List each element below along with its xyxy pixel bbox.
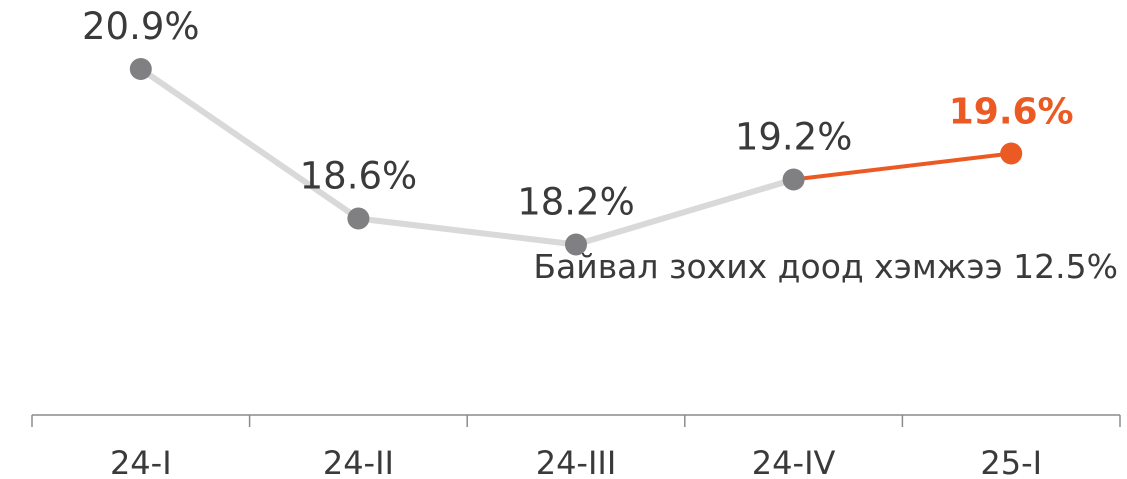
data-label: 18.2% [517,181,635,224]
series-markers [129,58,1023,256]
data-label: 19.2% [735,116,853,159]
data-point [347,207,370,230]
line-segment-highlight [791,151,1014,182]
line-segment [355,215,579,248]
x-axis: 24-I 24-II 24-III 24-IV 25-I [31,414,1121,479]
data-point [129,58,152,80]
data-point [565,233,587,256]
series-lines [137,66,1014,248]
x-tick-label: 24-IV [752,444,836,479]
x-tick-label: 24-III [536,444,617,479]
x-tick-label: 25-I [980,444,1042,479]
data-point-highlight [1000,142,1023,165]
data-point [782,168,805,191]
data-label-highlight: 19.6% [949,92,1074,133]
x-tick-label: 24-I [110,444,172,479]
data-label: 20.9% [82,5,200,48]
data-labels: 20.9% 18.6% 18.2% 19.2% 19.6% [82,5,1074,224]
data-label: 18.6% [300,155,418,198]
line-segment [573,176,797,248]
x-tick-label: 24-II [323,444,394,479]
line-segment [137,66,362,222]
threshold-annotation: Байвал зохих доод хэмжээ 12.5% [533,247,1118,286]
